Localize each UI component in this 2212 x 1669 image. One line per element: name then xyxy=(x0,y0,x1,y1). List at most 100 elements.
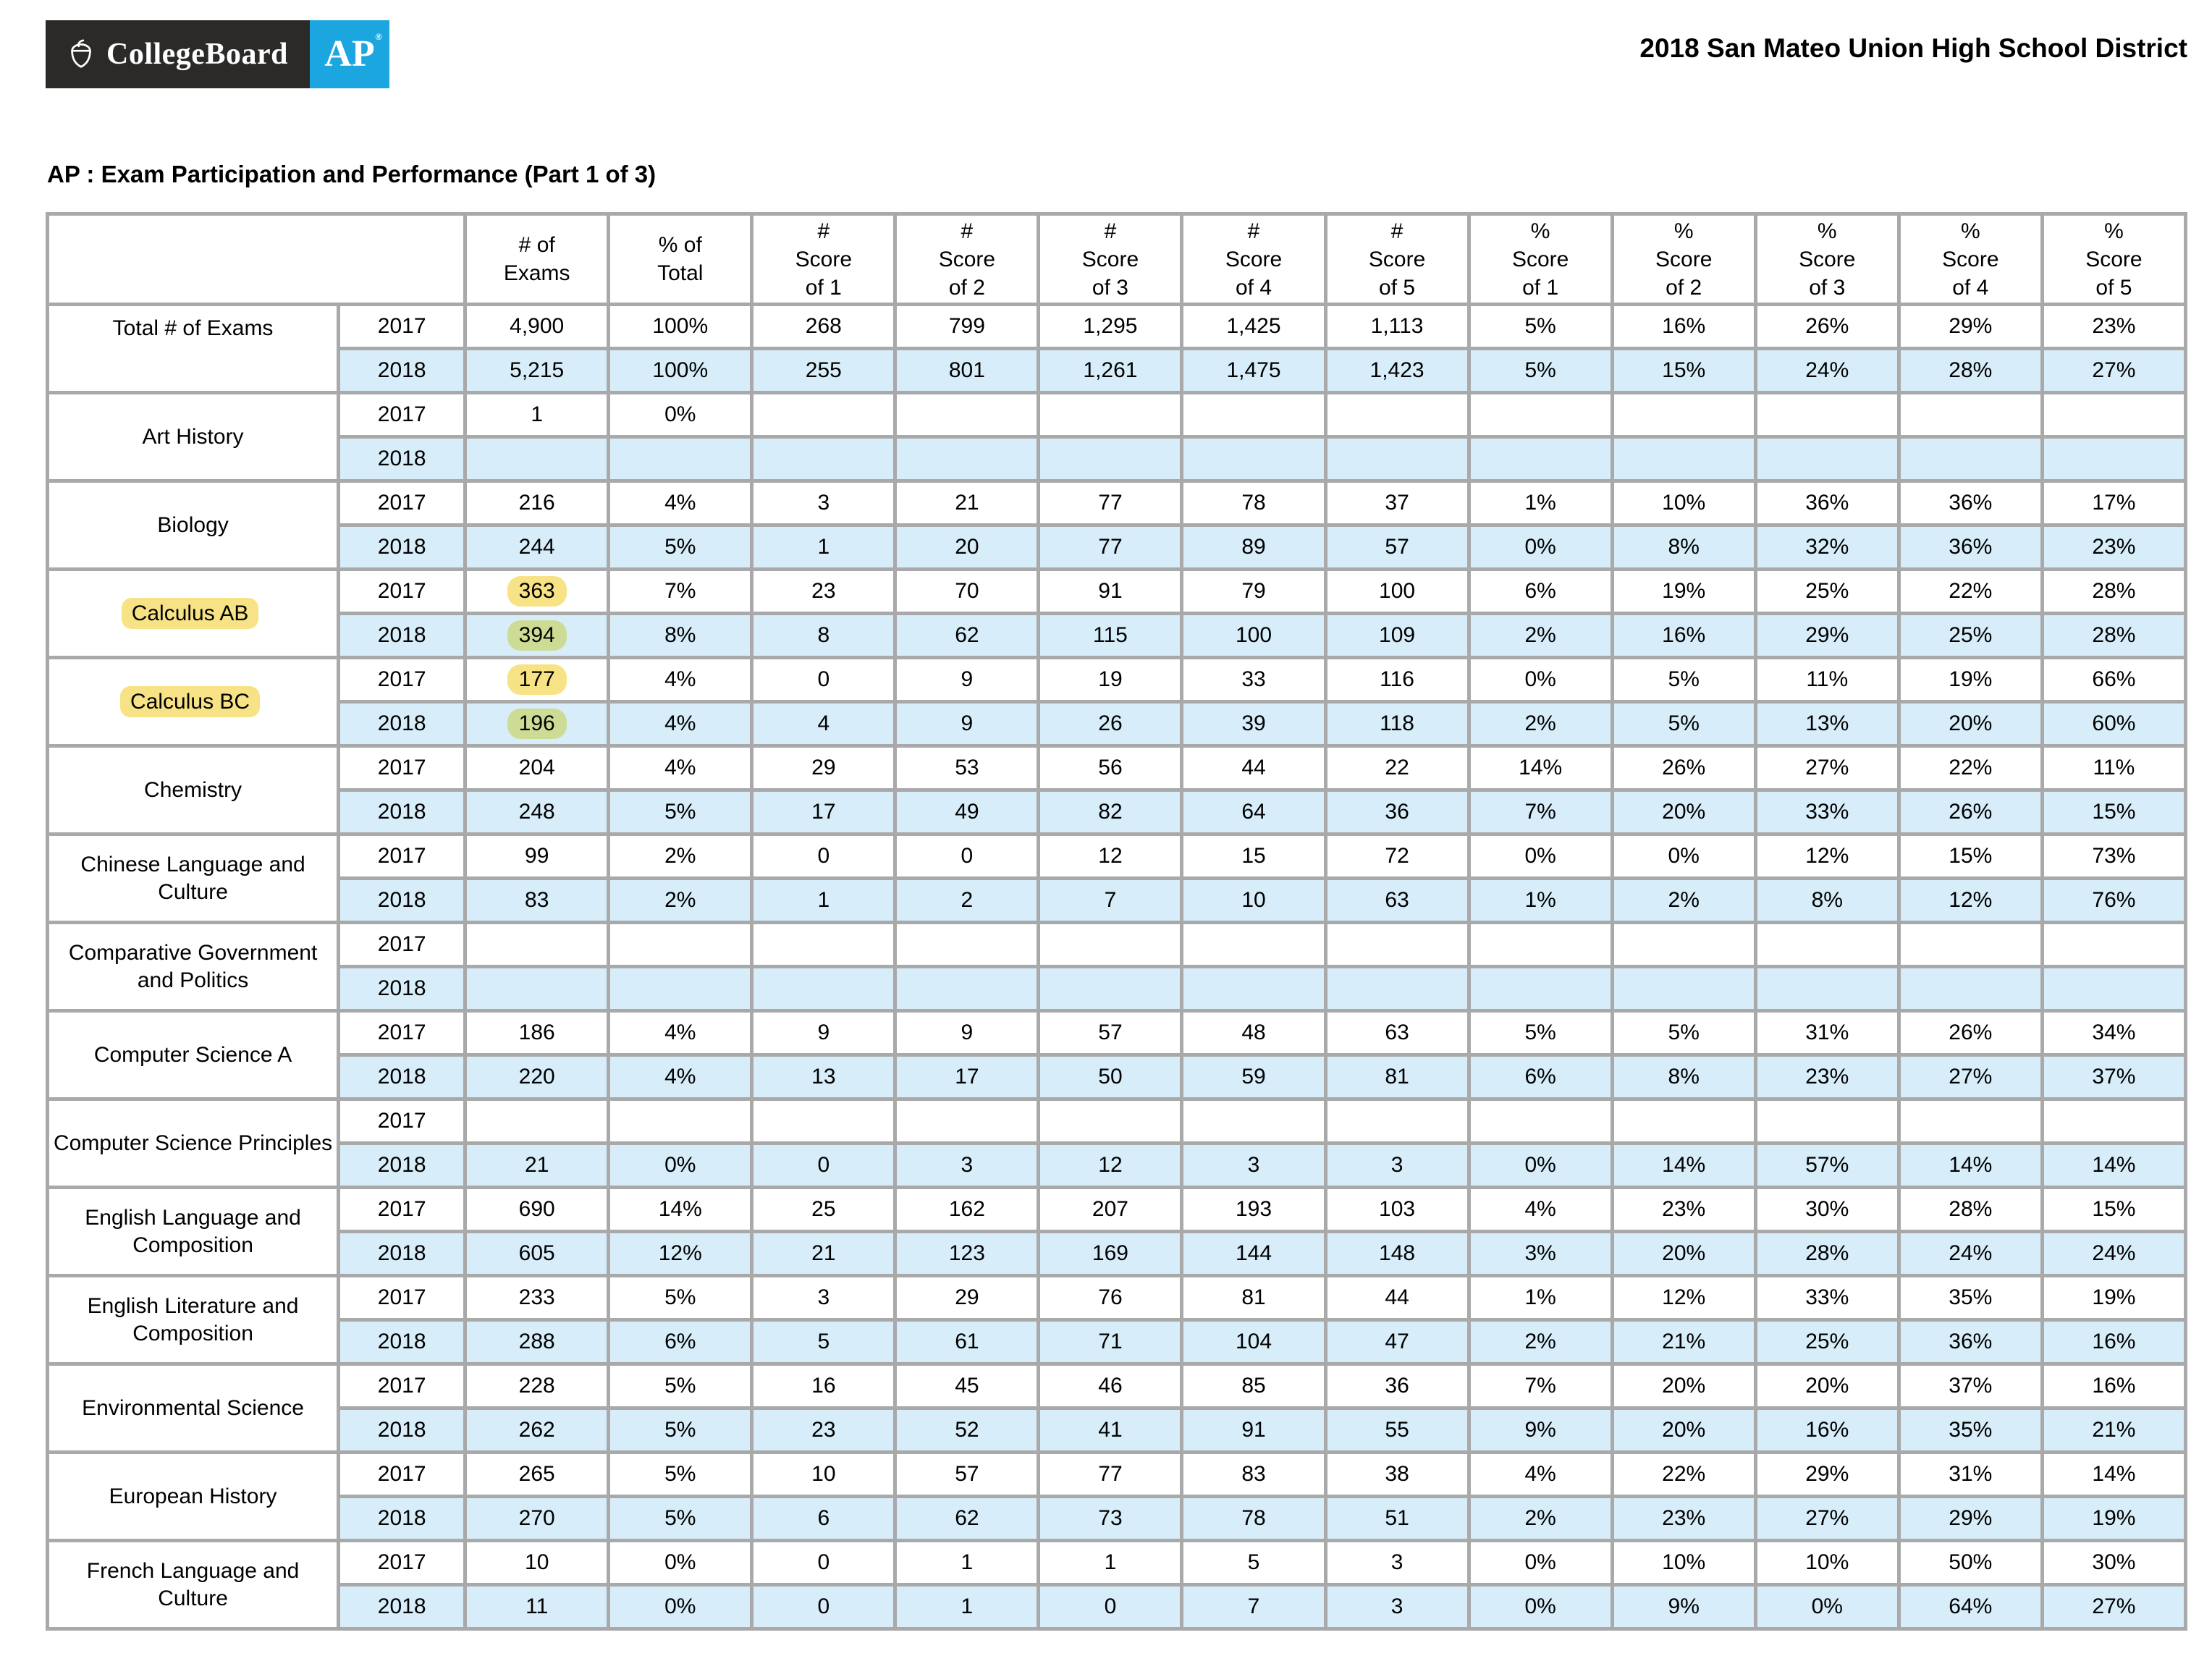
value-cell xyxy=(750,435,898,483)
value-cell: 51 xyxy=(1323,1495,1471,1542)
value-cell: 5,215 xyxy=(463,347,611,394)
value-cell: 3 xyxy=(1323,1583,1471,1631)
ap-wordmark: AP xyxy=(324,33,375,75)
subject-cell: Total # of Exams xyxy=(45,303,341,394)
registered-mark: ® xyxy=(375,31,382,42)
value-cell: 91 xyxy=(1037,567,1184,615)
value-cell xyxy=(1753,1097,1901,1145)
year-cell: 2017 xyxy=(337,391,468,439)
value-cell: 605 xyxy=(463,1230,611,1277)
value-cell xyxy=(1180,921,1327,968)
value-cell: 28% xyxy=(2040,612,2188,659)
value-cell xyxy=(893,921,1041,968)
value-cell xyxy=(1896,1097,2044,1145)
value-cell: 22% xyxy=(1896,744,2044,792)
value-cell: 17 xyxy=(750,788,898,836)
table-row-2017: Computer Science A 2017 186 4% 9 9 57 48 63 5% 5% 3… xyxy=(45,1009,2188,1101)
value-cell: 30% xyxy=(2040,1539,2188,1586)
value-cell: 53 xyxy=(893,744,1041,792)
value-cell: 1,295 xyxy=(1037,303,1184,350)
value-cell: 21% xyxy=(2040,1406,2188,1454)
value-cell: 79 xyxy=(1180,567,1327,615)
value-cell: 23% xyxy=(2040,523,2188,571)
value-cell: 6% xyxy=(607,1318,754,1366)
value-cell: 4% xyxy=(607,656,754,703)
value-cell: 37 xyxy=(1323,479,1471,527)
year-cell: 2017 xyxy=(337,744,468,792)
value-cell xyxy=(2040,965,2188,1013)
value-cell: 27% xyxy=(1896,1053,2044,1101)
table-row-2018: 2018 244 5% 1 20 77 89 57 0% 8% 32% 36% 23% xyxy=(48,523,2188,571)
value-cell: 28% xyxy=(2040,567,2188,615)
value-cell xyxy=(1610,391,1757,439)
col-header-pct-score2: % Score of 2 xyxy=(1610,212,1757,306)
value-cell: 34% xyxy=(2040,1009,2188,1057)
table-row-2017: French Language and Culture 2017 10 0% 0 1 1 5 3… xyxy=(45,1539,2188,1631)
value-cell: 81 xyxy=(1180,1274,1327,1322)
value-cell: 29% xyxy=(1753,612,1901,659)
year-cell: 2018 xyxy=(337,1583,468,1631)
value-cell xyxy=(1753,435,1901,483)
value-cell: 37% xyxy=(1896,1362,2044,1410)
table-corner-blank xyxy=(45,212,468,306)
table-row-2017: Chinese Language and Culture 2017 99 2% 0 0 12… xyxy=(45,832,2188,924)
value-cell: 20% xyxy=(1610,1406,1757,1454)
value-cell: 60% xyxy=(2040,700,2188,748)
value-cell: 73 xyxy=(1037,1495,1184,1542)
value-cell: 0 xyxy=(1037,1583,1184,1631)
value-cell: 16% xyxy=(2040,1318,2188,1366)
value-cell: 2% xyxy=(1610,876,1757,924)
value-cell: 63 xyxy=(1323,1009,1471,1057)
year-cell: 2017 xyxy=(337,921,468,968)
year-cell: 2017 xyxy=(337,656,468,703)
value-cell: 801 xyxy=(893,347,1041,394)
value-cell: 73% xyxy=(2040,832,2188,880)
value-cell: 62 xyxy=(893,1495,1041,1542)
value-cell: 4% xyxy=(1466,1186,1614,1233)
year-cell: 2018 xyxy=(337,1053,468,1101)
value-cell: 5% xyxy=(1466,1009,1614,1057)
value-cell: 31% xyxy=(1896,1450,2044,1498)
value-cell xyxy=(893,1097,1041,1145)
value-cell xyxy=(1896,921,2044,968)
table-row-2017: Comparative Government and Politics 2017 xyxy=(45,921,2188,1013)
value-cell xyxy=(750,391,898,439)
value-cell: 16% xyxy=(1753,1406,1901,1454)
value-cell: 204 xyxy=(463,744,611,792)
value-cell: 2% xyxy=(1466,612,1614,659)
value-cell: 0% xyxy=(607,1141,754,1189)
value-cell: 7 xyxy=(1180,1583,1327,1631)
value-cell: 109 xyxy=(1323,612,1471,659)
value-cell: 220 xyxy=(463,1053,611,1101)
value-cell: 83 xyxy=(1180,1450,1327,1498)
value-cell: 0% xyxy=(1610,832,1757,880)
value-cell: 3% xyxy=(1466,1230,1614,1277)
value-cell: 16% xyxy=(1610,612,1757,659)
year-cell: 2018 xyxy=(337,612,468,659)
value-cell: 55 xyxy=(1323,1406,1471,1454)
page-title: 2018 San Mateo Union High School Distric… xyxy=(1639,33,2187,63)
acorn-icon xyxy=(64,38,98,71)
value-cell: 1,475 xyxy=(1180,347,1327,394)
value-cell: 33% xyxy=(1753,788,1901,836)
value-cell: 5% xyxy=(607,1362,754,1410)
value-cell: 91 xyxy=(1180,1406,1327,1454)
table-row-2017: Calculus BC 2017 177 4% 0 9 19 33 116 0% 5% 11% 19% 6… xyxy=(45,656,2188,748)
value-cell: 5% xyxy=(1610,700,1757,748)
value-cell: 19% xyxy=(2040,1274,2188,1322)
value-cell: 78 xyxy=(1180,1495,1327,1542)
value-cell: 9 xyxy=(893,700,1041,748)
value-cell: 19% xyxy=(1610,567,1757,615)
value-cell: 14% xyxy=(1466,744,1614,792)
value-cell xyxy=(1466,921,1614,968)
value-cell xyxy=(463,435,611,483)
value-cell: 13 xyxy=(750,1053,898,1101)
value-cell xyxy=(2040,1097,2188,1145)
value-cell: 7% xyxy=(1466,788,1614,836)
table-row-2017: English Language and Composition 2017 690 1… xyxy=(45,1186,2188,1277)
value-cell: 10 xyxy=(463,1539,611,1586)
value-cell xyxy=(1180,435,1327,483)
table-row-2018: 2018 605 12% 21 123 169 144 148 3% 20% 28% 24% 24% xyxy=(48,1230,2188,1277)
value-cell: 12% xyxy=(1753,832,1901,880)
